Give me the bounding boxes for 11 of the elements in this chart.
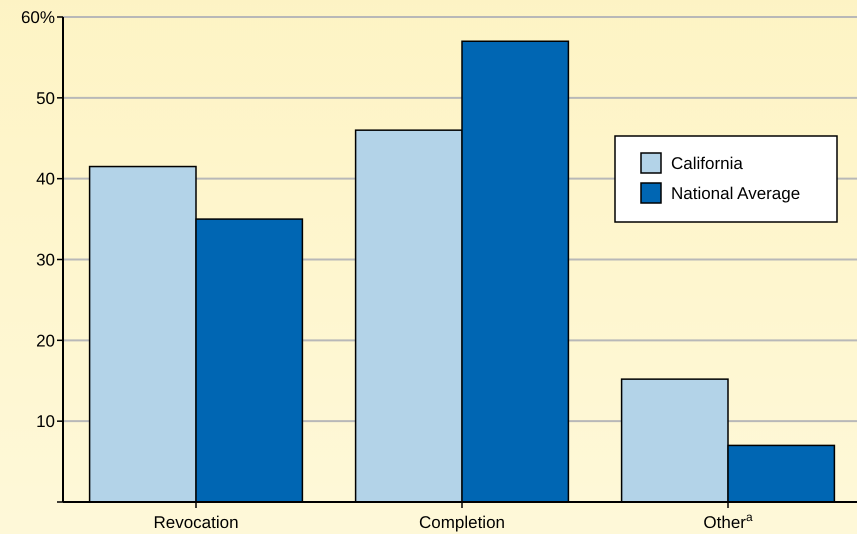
y-tick-label: 60% [20, 8, 55, 27]
x-tick-label: Revocation [153, 513, 239, 532]
y-tick-label: 40 [36, 170, 55, 189]
legend-label: National Average [671, 184, 800, 203]
y-tick-label: 30 [36, 250, 55, 270]
x-tick-label: Other$^{a}$ [703, 510, 753, 532]
y-tick-label: 50 [36, 88, 55, 108]
y-tick-label: 20 [36, 331, 55, 350]
legend-label: California [671, 154, 744, 173]
y-tick-label: 10 [36, 412, 55, 432]
x-tick-label: Completion [419, 513, 505, 532]
